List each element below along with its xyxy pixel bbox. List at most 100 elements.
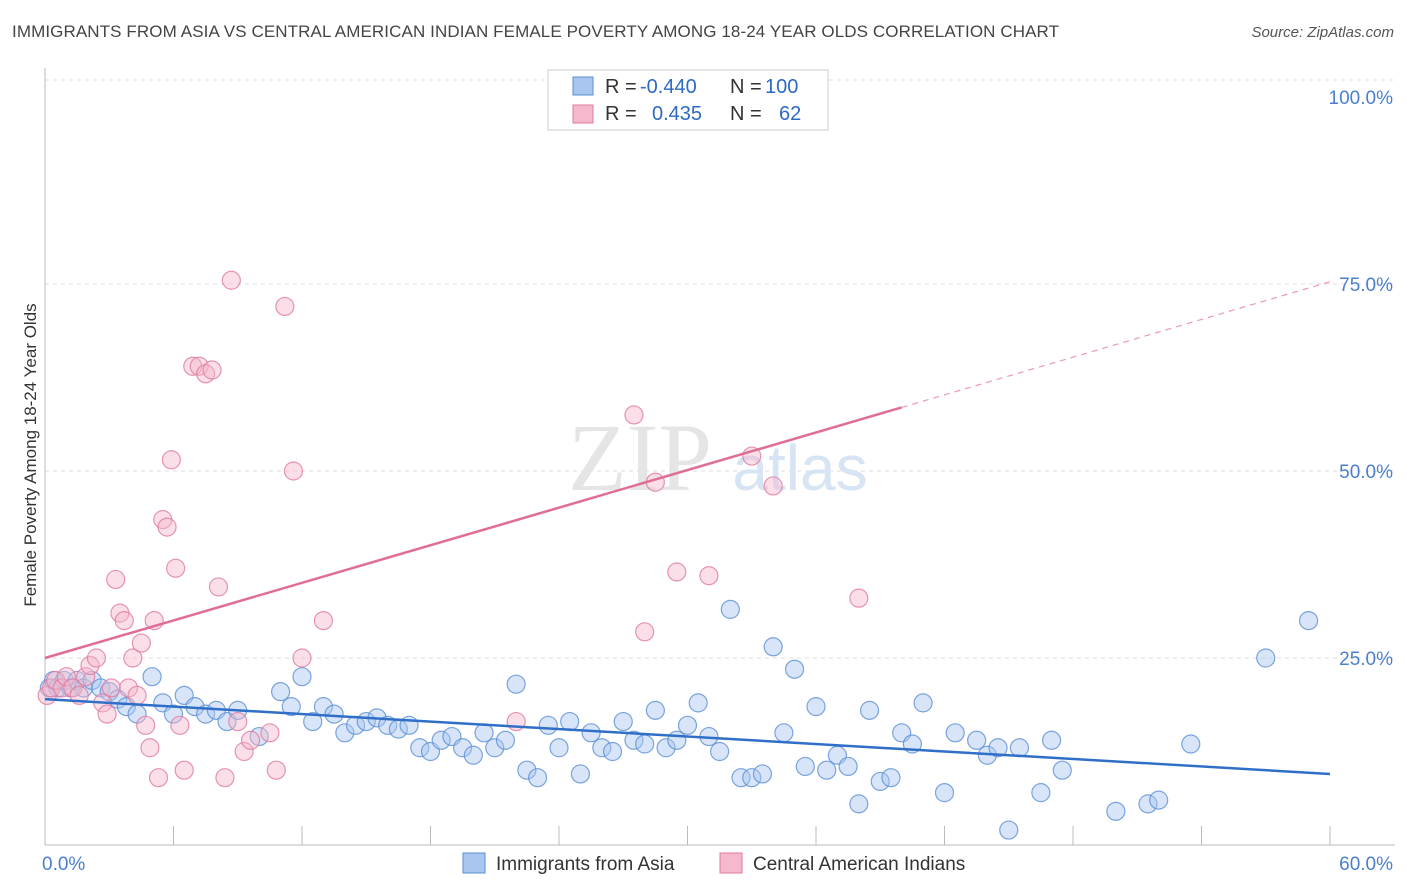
watermark-atlas: atlas xyxy=(732,432,867,504)
trend-lines xyxy=(44,281,1331,776)
point-cai xyxy=(667,562,687,582)
point-asia xyxy=(795,756,815,777)
point-asia xyxy=(774,723,794,743)
point-cai xyxy=(140,738,160,758)
point-asia xyxy=(817,760,837,780)
point-asia xyxy=(410,738,430,758)
point-cai xyxy=(228,711,248,732)
point-cai xyxy=(313,610,334,631)
point-asia xyxy=(806,697,826,717)
point-cai xyxy=(241,730,261,750)
x-tick-label: 0.0% xyxy=(42,854,85,875)
point-asia xyxy=(560,711,580,732)
legend-swatch-cai xyxy=(572,104,594,124)
bottom-legend-swatch-cai xyxy=(719,852,743,874)
point-cai xyxy=(97,704,117,724)
point-asia xyxy=(752,764,773,784)
point-cai xyxy=(215,768,235,788)
point-asia xyxy=(538,715,558,735)
point-asia xyxy=(849,794,869,814)
point-asia xyxy=(720,599,740,619)
point-cai xyxy=(101,678,121,698)
legend-n-value-asia: 100 xyxy=(765,76,798,98)
point-asia xyxy=(999,820,1019,840)
point-cai xyxy=(56,667,77,687)
point-asia xyxy=(1256,648,1276,668)
bottom-legend-label-asia: Immigrants from Asia xyxy=(496,854,675,875)
chart-title: IMMIGRANTS FROM ASIA VS CENTRAL AMERICAN… xyxy=(12,22,1060,41)
point-asia xyxy=(303,711,323,732)
point-asia xyxy=(581,723,601,743)
point-asia xyxy=(656,738,676,758)
point-asia xyxy=(613,711,633,732)
trend-line-asia xyxy=(44,697,1331,776)
point-asia xyxy=(677,715,698,735)
point-cai xyxy=(849,588,869,608)
y-tick-label: 25.0% xyxy=(1339,649,1393,670)
point-asia xyxy=(474,723,494,743)
point-cai xyxy=(189,356,209,376)
point-cai xyxy=(86,648,107,668)
point-asia xyxy=(870,771,890,792)
scatter-points xyxy=(37,87,1319,840)
point-asia xyxy=(881,768,901,788)
legend-n-label-cai: N = xyxy=(730,103,762,125)
point-asia xyxy=(335,723,355,743)
point-asia xyxy=(324,704,344,724)
point-asia xyxy=(378,715,398,735)
point-asia xyxy=(838,756,858,777)
legend-r-value-asia: -0.440 xyxy=(640,76,697,98)
y-tick-label: 50.0% xyxy=(1339,462,1393,483)
point-asia xyxy=(1106,801,1126,821)
trend-line-cai xyxy=(44,406,903,660)
point-asia xyxy=(731,768,751,788)
watermark: ZIP atlas xyxy=(568,404,868,511)
point-asia xyxy=(667,730,687,750)
point-cai xyxy=(76,667,96,687)
source-label: Source: ZipAtlas.com xyxy=(1251,24,1394,41)
point-cai xyxy=(208,577,229,597)
point-cai xyxy=(174,760,194,780)
point-asia xyxy=(988,738,1008,758)
point-cai xyxy=(161,450,181,470)
point-cai xyxy=(46,670,66,691)
bottom-legend-label-cai: Central American Indians xyxy=(753,854,965,875)
point-asia xyxy=(292,667,312,687)
point-cai xyxy=(157,517,177,537)
y-tick-label: 75.0% xyxy=(1339,275,1393,296)
point-cai xyxy=(127,685,147,706)
trend-line-cai-extension xyxy=(901,281,1331,408)
point-asia xyxy=(1149,790,1169,810)
point-asia xyxy=(549,738,569,758)
point-asia xyxy=(710,741,730,762)
point-asia xyxy=(517,760,537,780)
point-asia xyxy=(967,730,987,750)
point-cai xyxy=(221,270,241,290)
legend-r-value-cai: 0.435 xyxy=(652,103,702,125)
point-asia xyxy=(570,764,591,784)
point-asia xyxy=(784,659,805,679)
grid-lines xyxy=(45,79,1395,659)
point-asia xyxy=(1009,738,1030,758)
bottom-legend-swatch-asia xyxy=(462,852,486,874)
legend-r-label-cai: R = xyxy=(605,103,637,125)
point-cai xyxy=(52,678,72,698)
axes xyxy=(44,68,1395,846)
point-asia xyxy=(945,723,965,743)
legend-n-label-asia: N = xyxy=(730,76,762,98)
legend-box xyxy=(547,69,829,131)
point-asia xyxy=(495,730,516,750)
point-asia xyxy=(934,783,955,803)
point-asia xyxy=(463,745,483,765)
point-asia xyxy=(592,738,612,758)
point-asia xyxy=(1041,730,1062,750)
point-cai xyxy=(292,648,312,668)
point-asia xyxy=(142,667,162,687)
point-cai xyxy=(624,405,644,425)
point-asia xyxy=(1138,794,1158,814)
point-cai xyxy=(166,558,186,578)
y-tick-label: 100.0% xyxy=(1329,88,1394,109)
bottom-legend: Immigrants from Asia Central American In… xyxy=(462,852,965,875)
point-cai xyxy=(170,715,190,735)
point-cai xyxy=(635,622,655,642)
